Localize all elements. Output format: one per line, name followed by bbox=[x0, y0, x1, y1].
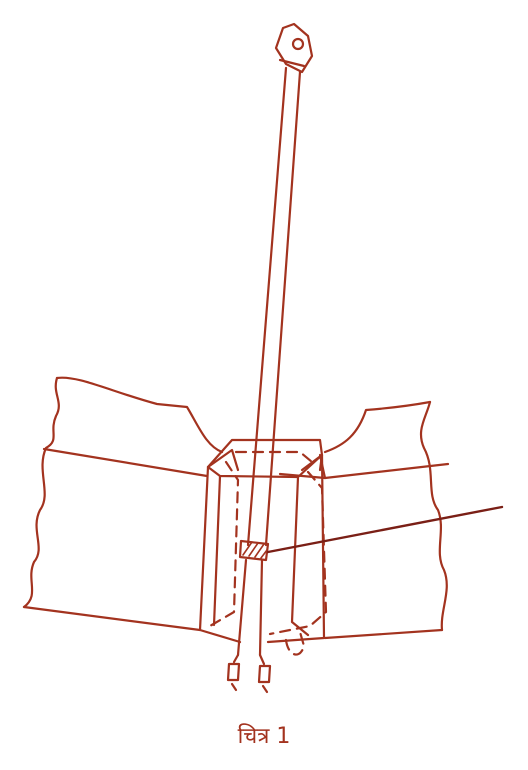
right-block-front-top-edge bbox=[323, 462, 450, 480]
figure-caption: चित्र 1 bbox=[237, 724, 291, 749]
right-block-broken-edge bbox=[419, 400, 448, 632]
hidden-edge-left bbox=[208, 460, 240, 628]
handle-collar bbox=[278, 58, 306, 68]
handle-ring bbox=[291, 37, 305, 51]
hidden-edge-top bbox=[234, 450, 314, 464]
hidden-edge-bottom-loop bbox=[284, 630, 306, 656]
left-block-top-edge bbox=[55, 376, 224, 454]
slot-right-inner-wall bbox=[290, 475, 310, 637]
left-block-front-top-edge bbox=[42, 447, 209, 478]
slot-left-wall bbox=[198, 465, 242, 644]
hidden-edge-right bbox=[268, 470, 328, 636]
rod-left-edge bbox=[246, 66, 288, 547]
slot-left-inner-wall bbox=[212, 474, 222, 627]
rod-right-edge bbox=[264, 70, 302, 547]
right-block-top-edge bbox=[323, 400, 432, 454]
lead-left bbox=[226, 653, 241, 692]
lead-right bbox=[257, 653, 272, 694]
rod-lower-left bbox=[236, 558, 248, 657]
rod-lower-right bbox=[258, 558, 264, 657]
clamp-hatching bbox=[242, 541, 268, 559]
slot-notch-left bbox=[206, 448, 240, 472]
pointer-line bbox=[266, 505, 504, 554]
right-block-bottom-edge bbox=[323, 628, 444, 640]
clamp-band bbox=[238, 539, 270, 562]
slot-top-face bbox=[206, 438, 324, 479]
slot-notch-right bbox=[300, 453, 324, 472]
left-block-broken-edge bbox=[22, 376, 60, 609]
left-block-bottom-edge bbox=[22, 605, 202, 632]
handle-knob bbox=[274, 22, 314, 74]
